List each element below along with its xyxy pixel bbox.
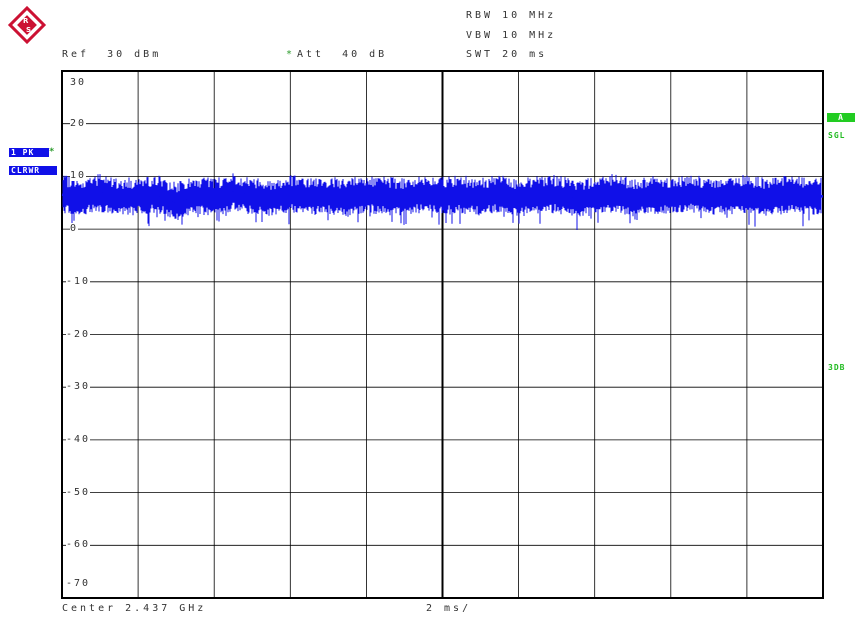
attenuation-label: Att 40 dB bbox=[297, 49, 388, 60]
center-frequency-label: Center 2.437 GHz bbox=[62, 603, 207, 614]
rohde-schwarz-logo-icon: R S bbox=[7, 6, 47, 44]
y-tick-label: 20 bbox=[70, 117, 87, 129]
y-tick-label: -10 bbox=[66, 275, 91, 287]
y-tick-label: 10 bbox=[70, 170, 87, 182]
y-tick-label: -70 bbox=[66, 578, 91, 589]
sweep-division-label: 2 ms/ bbox=[426, 603, 472, 614]
trace-a-badge: A bbox=[827, 113, 855, 122]
sgl-badge: SGL bbox=[828, 131, 846, 140]
svg-text:R: R bbox=[23, 17, 29, 25]
y-tick-label: -60 bbox=[66, 539, 91, 551]
y-tick-label: -20 bbox=[66, 328, 91, 340]
vbw-label: VBW 10 MHz bbox=[466, 30, 557, 41]
y-tick-label: 30 bbox=[70, 77, 87, 88]
svg-text:S: S bbox=[26, 26, 31, 34]
y-tick-label: 0 bbox=[70, 223, 79, 235]
y-tick-label: -30 bbox=[66, 381, 91, 393]
trace-badge: 1 PK bbox=[9, 148, 49, 157]
trace-mode-badge: CLRWR bbox=[9, 166, 57, 175]
plot-frame bbox=[61, 70, 824, 599]
trace-star: * bbox=[49, 147, 56, 157]
trace-1 bbox=[61, 173, 824, 230]
y-tick-label: -50 bbox=[66, 486, 91, 498]
rbw-label: RBW 10 MHz bbox=[466, 10, 557, 21]
y-tick-label: -40 bbox=[66, 433, 91, 445]
att-star: * bbox=[286, 49, 293, 60]
3db-badge: 3DB bbox=[828, 363, 846, 372]
trace-line bbox=[61, 191, 824, 204]
ref-level-label: Ref 30 dBm bbox=[62, 49, 162, 60]
swt-label: SWT 20 ms bbox=[466, 49, 548, 60]
